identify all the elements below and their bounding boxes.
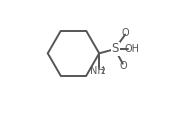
Text: O: O [122,28,129,38]
Text: 2: 2 [100,67,105,76]
Text: S: S [112,42,119,56]
Text: NH: NH [90,66,105,76]
Text: OH: OH [125,44,140,54]
Text: O: O [119,61,127,71]
